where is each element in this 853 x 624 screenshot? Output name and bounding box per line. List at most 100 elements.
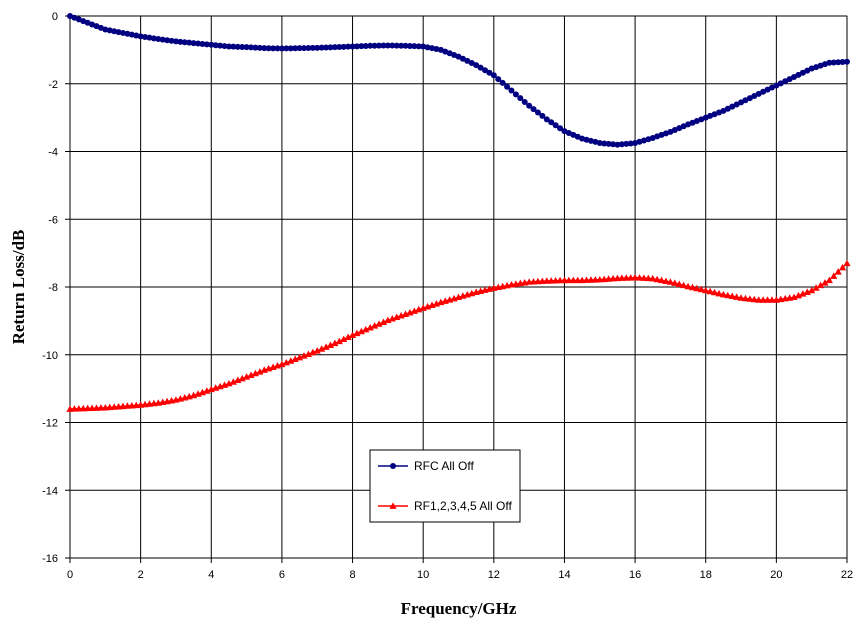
series-2-point [733,293,741,300]
series-1-point [278,45,285,52]
series-1-point [190,40,197,47]
series-2-point [326,341,335,348]
series-2-point [710,288,719,296]
series-2-point [309,348,317,356]
series-2-point [662,277,670,284]
series-1-point [384,42,391,49]
series-2-point [322,343,330,350]
x-tick-label: 14 [558,569,570,581]
series-2-point [666,278,675,285]
legend-box [369,449,521,523]
series-2-point [808,286,816,294]
series-1-point [415,43,422,50]
series-1-point [406,42,413,49]
series-1-point [543,116,550,123]
series-1-point [627,140,634,147]
x-tick-label: 10 [417,569,429,581]
series-1-point [217,42,224,49]
series-1-point [186,39,193,46]
series-2-point [640,274,648,281]
series-1-point [495,76,502,83]
y-tick-label: -14 [42,485,58,497]
series-1-point [353,43,360,50]
series-1-point [548,119,555,126]
y-tick-label: -8 [48,282,58,294]
y-tick-label: -2 [48,79,58,91]
series-1-point [203,41,210,48]
series-2-point [816,281,825,289]
series-2-point [838,263,847,271]
series-2-point [657,276,666,284]
y-tick-label: 0 [52,11,58,23]
series-1-point [839,58,846,65]
x-tick-label: 12 [488,569,500,581]
series-1-point [208,41,215,48]
series-1-point [534,109,541,116]
series-2-point [295,353,304,361]
series-2-point [790,293,798,301]
series-1-point [265,45,272,52]
series-2-point [653,275,661,283]
series-2-point [304,350,312,357]
series-2-point [803,288,811,295]
series-1-point [159,36,166,43]
series-1-point [318,44,325,51]
series-2-point [251,369,260,377]
series-1-point [557,125,564,132]
series-1-point [195,40,202,47]
series-2-point [649,274,657,282]
series-1-point [508,87,515,94]
series-2-point [719,290,727,298]
series-2-point [247,371,255,378]
series-1-point [305,45,312,52]
series-2-point [278,360,286,368]
series-1-point [234,43,241,50]
series-2-point [340,335,348,343]
series-1-point [376,42,383,49]
series-1-point [292,45,299,52]
series-2-point [229,378,237,385]
series-1-point [490,72,497,79]
series-1-point [155,36,162,43]
series-1-point [300,45,307,52]
series-2-point [697,285,705,293]
series-2-point [746,295,754,302]
series-1-point [393,42,400,49]
series-2-point [728,292,736,300]
series-1-point [331,44,338,51]
series-2-point [680,281,688,289]
series-1-point [477,64,484,71]
series-2-point [348,331,357,338]
series-1-point [261,45,268,52]
series-2-point [344,333,352,341]
series-2-point [366,324,374,331]
series-1-point [349,43,356,50]
series-1-point [389,42,396,49]
series-1-point [358,43,365,50]
series-1-point [327,44,334,51]
series-1-point [177,38,184,45]
series-1-point [243,44,250,51]
series-2-point [825,276,833,284]
series-1-point [314,44,321,51]
series-1-point [623,140,630,147]
series-1-point [287,45,294,52]
x-tick-label: 22 [841,569,853,581]
series-1-point [486,69,493,76]
series-2-point [282,358,290,366]
series-2-point [291,355,299,363]
series-1-point [844,58,850,65]
series-2-point [287,357,295,364]
series-2-point [715,289,723,297]
series-1-point [296,45,303,52]
series-2-point [671,279,679,286]
series-1-point [309,44,316,51]
legend-label: RF1,2,3,4,5 All Off [414,499,512,513]
series-1-point [181,39,188,46]
series-1-point [605,140,612,147]
series-2-point [631,273,639,281]
series-1-point [517,95,524,102]
series-2-point [375,320,383,327]
x-tick-label: 20 [770,569,782,581]
